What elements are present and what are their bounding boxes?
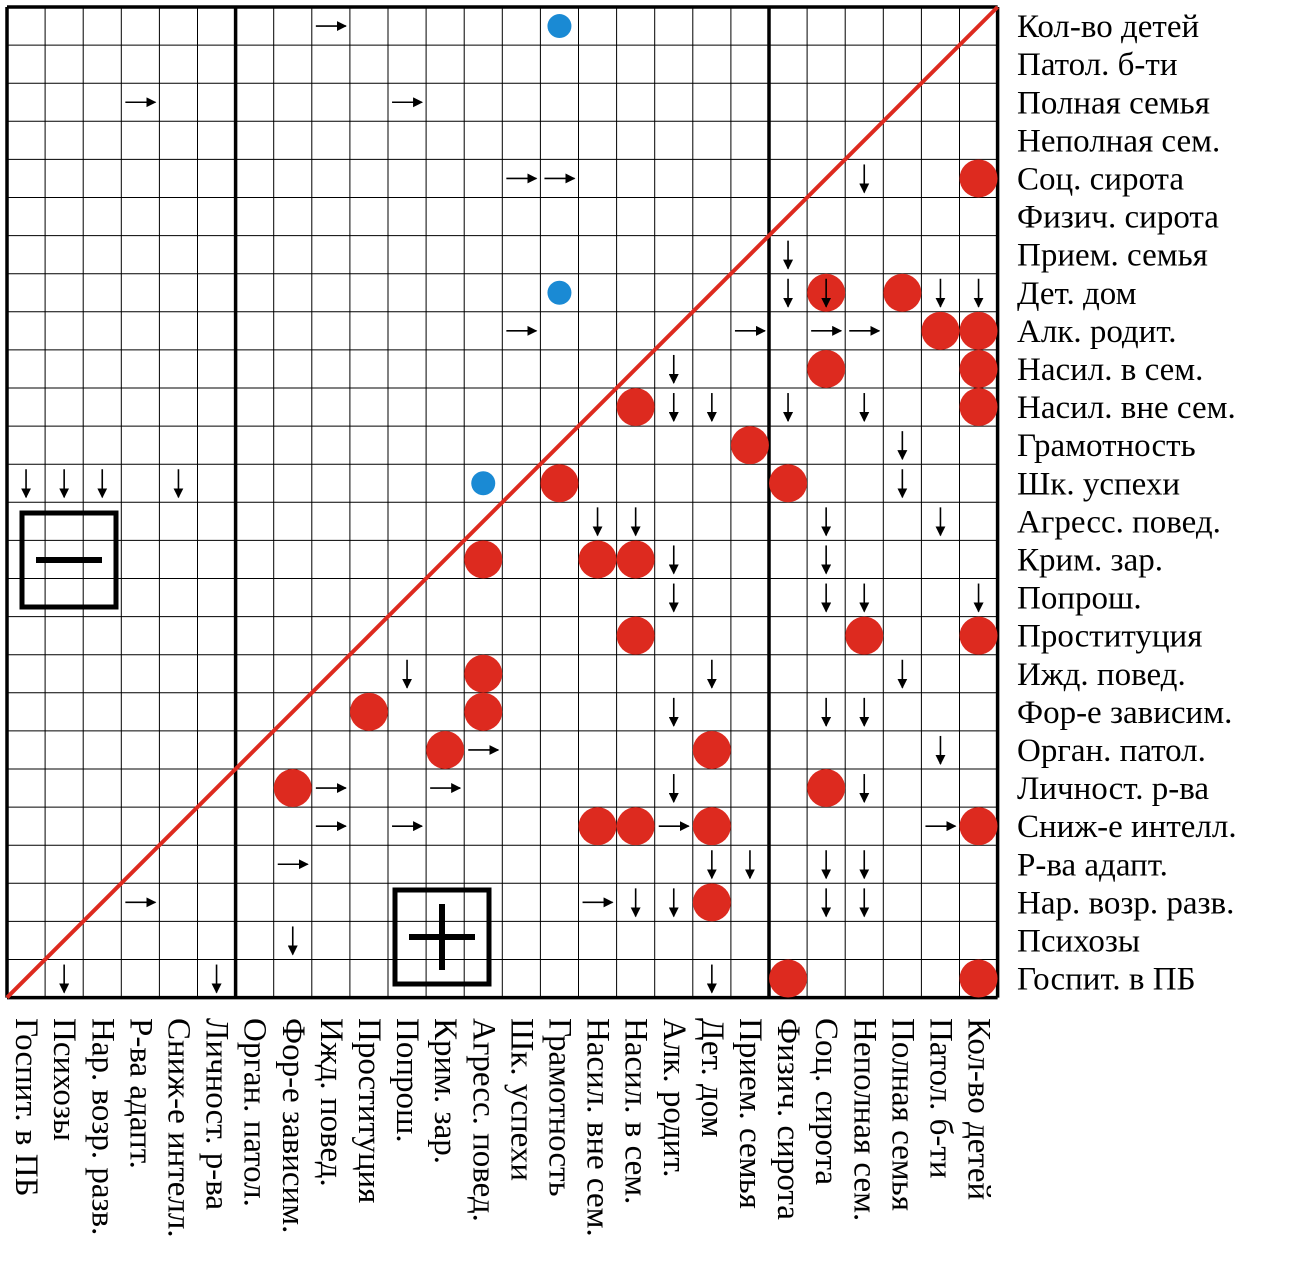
column-label: Прием. семья xyxy=(732,1018,768,1209)
red-dot-mark xyxy=(807,349,846,388)
red-dot-mark xyxy=(578,807,617,846)
red-dot-mark xyxy=(959,807,998,846)
column-label: Кол-во детей xyxy=(961,1018,997,1200)
column-label: Госпит. в ПБ xyxy=(8,1018,44,1197)
column-label: Проституция xyxy=(351,1018,387,1203)
column-label: Крим. зар. xyxy=(427,1018,463,1164)
row-label: Р-ва адапт. xyxy=(1017,847,1168,883)
column-label: Насил. вне сем. xyxy=(580,1018,616,1237)
red-dot-mark xyxy=(464,692,503,731)
column-label: Р-ва адапт. xyxy=(122,1018,158,1169)
red-dot-mark xyxy=(426,730,465,769)
row-label: Личност. р-ва xyxy=(1017,771,1209,807)
column-label: Полная семья xyxy=(884,1018,920,1211)
red-dot-mark xyxy=(616,540,655,579)
column-label: Физич. сирота xyxy=(770,1018,806,1220)
column-label: Сниж-е интелл. xyxy=(160,1018,196,1238)
matrix-marks xyxy=(21,14,998,998)
row-label: Патол. б-ти xyxy=(1017,47,1178,83)
column-label: Агресс. повед. xyxy=(465,1018,501,1222)
row-label: Насил. вне сем. xyxy=(1017,390,1236,426)
red-dot-mark xyxy=(959,159,998,198)
row-label: Грамотность xyxy=(1017,428,1196,464)
blue-dot-mark xyxy=(547,280,572,305)
column-label: Патол. б-ти xyxy=(922,1018,958,1179)
row-label: Крим. зар. xyxy=(1017,542,1163,578)
red-dot-mark xyxy=(349,692,388,731)
column-label: Орган. патол. xyxy=(237,1018,273,1207)
row-label: Шк. успехи xyxy=(1017,466,1180,502)
column-label: Шк. успехи xyxy=(503,1018,539,1181)
row-label: Физич. сирота xyxy=(1017,200,1219,236)
red-dot-mark xyxy=(692,730,731,769)
red-dot-mark xyxy=(959,959,998,998)
column-label: Фор-е зависим. xyxy=(275,1018,311,1233)
red-dot-mark xyxy=(959,616,998,655)
blue-dot-mark xyxy=(547,14,572,39)
column-label: Личност. р-ва xyxy=(199,1018,235,1210)
column-label: Ижд. повед. xyxy=(313,1018,349,1187)
matrix-grid xyxy=(5,5,1000,1000)
row-label: Соц. сирота xyxy=(1017,161,1184,197)
column-label: Дет. дом xyxy=(694,1018,730,1138)
plus-box xyxy=(392,887,492,987)
column-labels: Госпит. в ПБ Психозы Нар. возр. разв. Р-ва … xyxy=(8,1018,997,1238)
column-label: Нар. возр. разв. xyxy=(84,1018,120,1235)
row-label: Кол-во детей xyxy=(1017,9,1199,45)
row-label: Проституция xyxy=(1017,619,1202,655)
red-dot-mark xyxy=(464,540,503,579)
red-dot-mark xyxy=(464,654,503,693)
row-label: Госпит. в ПБ xyxy=(1017,962,1196,998)
column-label: Соц. сирота xyxy=(808,1018,844,1185)
column-label: Грамотность xyxy=(541,1018,577,1197)
row-label: Ижд. повед. xyxy=(1017,657,1186,693)
column-label: Алк. родит. xyxy=(656,1018,692,1178)
red-dot-mark xyxy=(616,616,655,655)
column-label: Неполная сем. xyxy=(846,1018,882,1221)
row-label: Нар. возр. разв. xyxy=(1017,885,1234,921)
red-dot-mark xyxy=(540,464,579,503)
red-dot-mark xyxy=(845,616,884,655)
diagonal-line xyxy=(5,5,1000,1000)
row-label: Алк. родит. xyxy=(1017,314,1177,350)
row-label: Насил. в сем. xyxy=(1017,352,1203,388)
column-label: Насил. в сем. xyxy=(618,1018,654,1204)
row-label: Попрош. xyxy=(1017,581,1142,617)
red-dot-mark xyxy=(959,311,998,350)
row-label: Психозы xyxy=(1017,923,1140,959)
row-label: Неполная сем. xyxy=(1017,123,1220,159)
row-label: Прием. семья xyxy=(1017,238,1208,274)
column-label: Психозы xyxy=(46,1018,82,1141)
row-label: Орган. патол. xyxy=(1017,733,1206,769)
row-label: Дет. дом xyxy=(1017,276,1137,312)
red-dot-mark xyxy=(692,883,731,922)
red-dot-mark xyxy=(273,769,312,808)
red-dot-mark xyxy=(616,388,655,427)
red-dot-mark xyxy=(578,540,617,579)
red-dot-mark xyxy=(616,807,655,846)
red-dot-mark xyxy=(883,273,922,312)
row-label: Фор-е зависим. xyxy=(1017,695,1232,731)
red-dot-mark xyxy=(769,959,808,998)
minus-box xyxy=(19,510,119,610)
blue-dot-mark xyxy=(471,471,496,496)
red-dot-mark xyxy=(959,388,998,427)
red-dot-mark xyxy=(959,349,998,388)
red-dot-mark xyxy=(807,769,846,808)
red-dot-mark xyxy=(692,807,731,846)
row-label: Агресс. повед. xyxy=(1017,504,1221,540)
red-dot-mark xyxy=(921,311,960,350)
row-label: Сниж-е интелл. xyxy=(1017,809,1237,845)
row-label: Полная семья xyxy=(1017,85,1210,121)
column-label: Попрош. xyxy=(389,1018,425,1143)
main-diagonal xyxy=(5,5,1000,1000)
red-dot-mark xyxy=(769,464,808,503)
red-dot-mark xyxy=(730,426,769,465)
